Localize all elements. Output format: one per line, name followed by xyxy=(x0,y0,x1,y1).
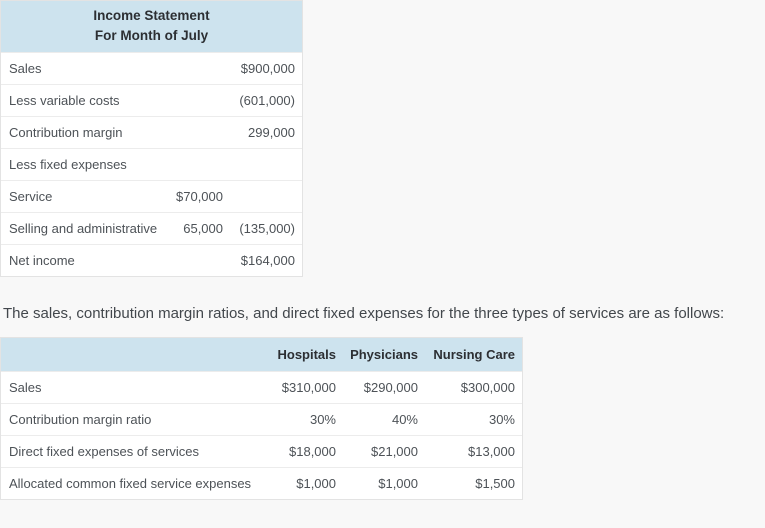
nursing-care-value: $1,500 xyxy=(475,476,515,491)
table-row: Sales $310,000 $290,000 $300,000 xyxy=(1,371,522,403)
row-amount: 299,000 xyxy=(248,125,295,140)
services-table-body: Sales $310,000 $290,000 $300,000 Contrib… xyxy=(1,371,522,499)
nursing-care-value: 30% xyxy=(488,412,515,427)
row-label: Selling and administrative xyxy=(9,221,158,236)
row-label: Contribution margin xyxy=(9,125,123,140)
row-amount-mid: $70,000 xyxy=(176,189,223,204)
row-amount: (601,000) xyxy=(239,93,295,108)
column-header-physicians: Physicians xyxy=(350,347,418,362)
table-row: Contribution margin ratio 30% 40% 30% xyxy=(1,403,522,435)
row-label: Sales xyxy=(9,61,42,76)
income-statement-title: Income Statement xyxy=(93,8,210,23)
physicians-value: $21,000 xyxy=(371,444,418,459)
row-label: Less fixed expenses xyxy=(9,157,127,172)
hospitals-value: $18,000 xyxy=(289,444,336,459)
services-table-header: Hospitals Physicians Nursing Care xyxy=(1,338,522,371)
income-statement-header: Income Statement For Month of July xyxy=(1,1,302,52)
row-label: Allocated common fixed service expenses xyxy=(9,476,252,491)
table-row: Service $70,000 xyxy=(1,180,302,212)
table-row: Direct fixed expenses of services $18,00… xyxy=(1,435,522,467)
table-row: Sales $900,000 xyxy=(1,52,302,84)
table-row: Selling and administrative 65,000 (135,0… xyxy=(1,212,302,244)
table-row: Allocated common fixed service expenses … xyxy=(1,467,522,499)
table-row: Less fixed expenses xyxy=(1,148,302,180)
nursing-care-value: $300,000 xyxy=(460,380,515,395)
physicians-value: $1,000 xyxy=(378,476,418,491)
row-label: Net income xyxy=(9,253,75,268)
column-header-hospitals: Hospitals xyxy=(277,347,336,362)
table-row: Less variable costs (601,000) xyxy=(1,84,302,116)
hospitals-value: $1,000 xyxy=(296,476,336,491)
row-label: Contribution margin ratio xyxy=(9,412,152,427)
table-row: Contribution margin 299,000 xyxy=(1,116,302,148)
physicians-value: $290,000 xyxy=(363,380,418,395)
row-label: Direct fixed expenses of services xyxy=(9,444,200,459)
row-label: Service xyxy=(9,189,53,204)
income-statement-table: Income Statement For Month of July Sales… xyxy=(0,0,303,277)
nursing-care-value: $13,000 xyxy=(468,444,515,459)
row-label: Sales xyxy=(9,380,42,395)
row-amount: $900,000 xyxy=(240,61,295,76)
row-amount-mid: 65,000 xyxy=(183,221,223,236)
hospitals-value: $310,000 xyxy=(281,380,336,395)
income-statement-body: Sales $900,000 Less variable costs (601,… xyxy=(1,52,302,276)
table-row: Net income $164,000 xyxy=(1,244,302,276)
services-table: Hospitals Physicians Nursing Care Sales … xyxy=(0,337,523,500)
row-amount: $164,000 xyxy=(240,253,295,268)
physicians-value: 40% xyxy=(391,412,418,427)
hospitals-value: 30% xyxy=(309,412,336,427)
row-label: Less variable costs xyxy=(9,93,120,108)
row-amount: (135,000) xyxy=(239,221,295,236)
intro-paragraph: The sales, contribution margin ratios, a… xyxy=(3,305,725,322)
column-header-nursing-care: Nursing Care xyxy=(433,347,515,362)
income-statement-subtitle: For Month of July xyxy=(94,28,209,43)
